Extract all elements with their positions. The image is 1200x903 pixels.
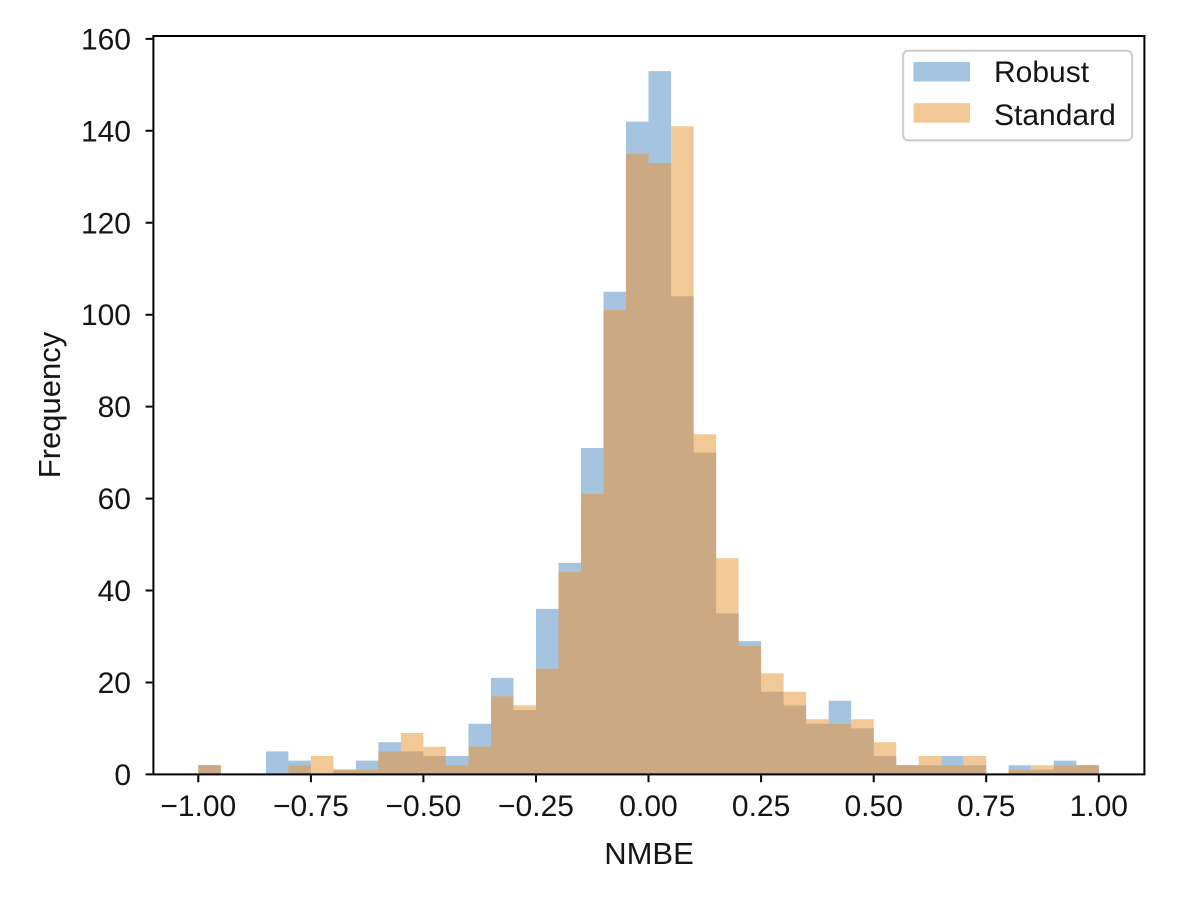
svg-text:−1.00: −1.00 [160,790,236,823]
svg-text:100: 100 [81,299,131,332]
svg-text:−0.50: −0.50 [385,790,461,823]
svg-text:NMBE: NMBE [604,836,694,871]
svg-text:1.00: 1.00 [1070,790,1128,823]
svg-text:140: 140 [81,115,131,148]
svg-text:0.50: 0.50 [845,790,903,823]
svg-text:Standard: Standard [994,99,1116,132]
svg-text:−0.25: −0.25 [498,790,574,823]
svg-text:0: 0 [114,759,131,792]
svg-text:0.00: 0.00 [619,790,677,823]
svg-text:0.25: 0.25 [732,790,790,823]
svg-text:20: 20 [98,667,131,700]
svg-text:160: 160 [81,23,131,56]
svg-text:120: 120 [81,207,131,240]
svg-text:−0.75: −0.75 [273,790,349,823]
svg-text:Frequency: Frequency [32,331,67,478]
svg-text:40: 40 [98,575,131,608]
svg-text:60: 60 [98,483,131,516]
svg-text:80: 80 [98,391,131,424]
svg-text:0.75: 0.75 [957,790,1015,823]
svg-text:Robust: Robust [994,56,1090,89]
